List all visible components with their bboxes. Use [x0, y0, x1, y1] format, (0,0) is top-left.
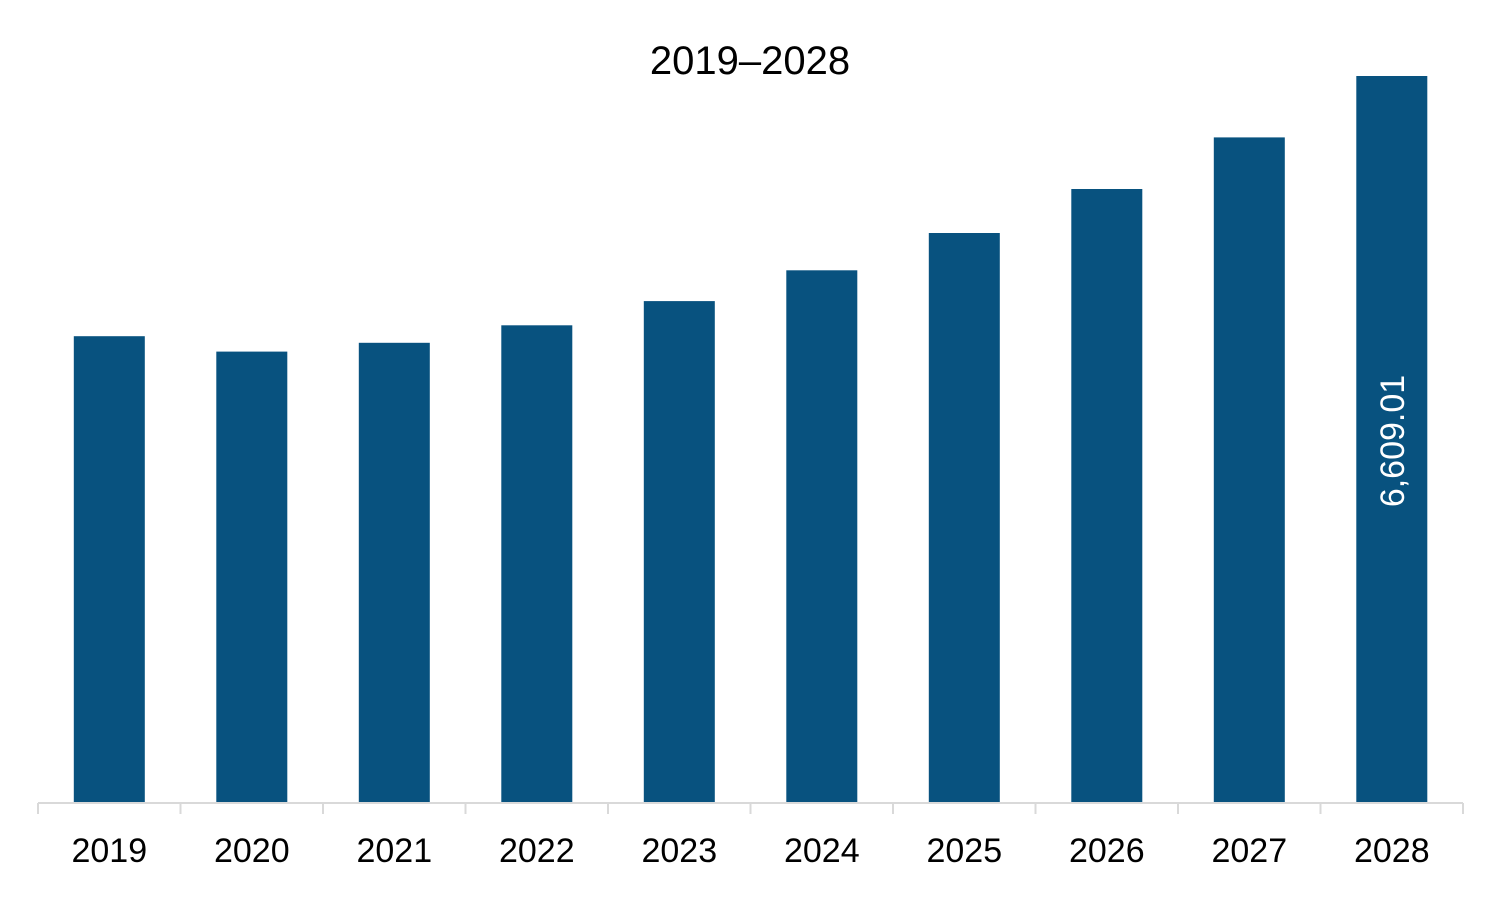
x-tick-label-2028: 2028 [1354, 832, 1430, 870]
x-tick-label-2026: 2026 [1069, 832, 1145, 870]
x-tick-labels: 2019 2020 2021 2022 2023 2024 2025 2026 2027 2028 [71, 832, 1429, 870]
bars-group [73, 76, 1428, 802]
x-tick-label-2022: 2022 [499, 832, 575, 870]
x-tick-label-2019: 2019 [71, 832, 147, 870]
bar-2021 [358, 342, 430, 802]
bar-2022 [501, 325, 573, 802]
x-axis [37, 802, 1464, 814]
x-tick-label-2024: 2024 [784, 832, 860, 870]
x-tick-label-2020: 2020 [214, 832, 290, 870]
x-tick-label-2027: 2027 [1211, 832, 1287, 870]
chart-title: 2019–2028 [650, 39, 850, 83]
bar-2020 [216, 351, 288, 802]
x-tick-label-2023: 2023 [641, 832, 717, 870]
bar-2028 [1356, 76, 1428, 802]
bar-2026 [1071, 189, 1143, 802]
x-tick-label-2025: 2025 [926, 832, 1002, 870]
bar-2019 [73, 336, 145, 802]
bar-2027 [1213, 137, 1285, 802]
bar-2024 [786, 270, 858, 802]
bar-2023 [643, 301, 715, 802]
data-labels: 6,609.01 [1374, 375, 1412, 507]
x-tick-label-2021: 2021 [356, 832, 432, 870]
data-label-2028: 6,609.01 [1374, 375, 1412, 507]
bar-2025 [928, 233, 1000, 802]
